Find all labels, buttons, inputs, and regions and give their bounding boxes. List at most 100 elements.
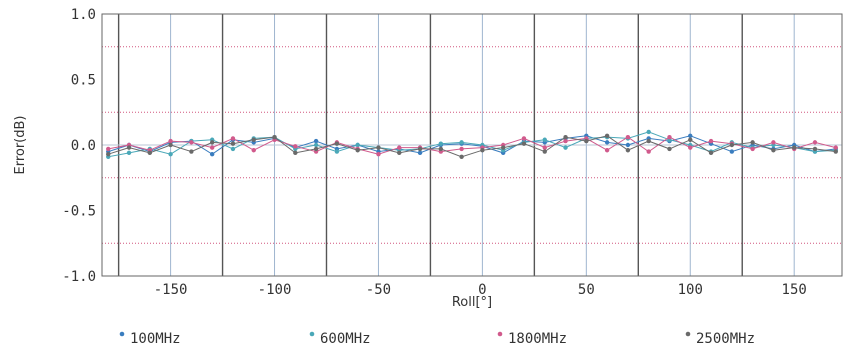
point-1800MHz-7 bbox=[251, 148, 256, 153]
series-line-100MHz bbox=[108, 135, 836, 155]
point-1800MHz-34 bbox=[812, 140, 818, 145]
point-2500MHz-31 bbox=[750, 140, 755, 145]
legend: 100MHz 600MHz 1800MHz 2500MHz bbox=[119, 331, 755, 347]
y-tick-labels: -1.0 -0.5 0.0 0.5 1.0 bbox=[62, 7, 96, 285]
series-line-600MHz bbox=[108, 131, 836, 158]
series-layer bbox=[106, 129, 838, 159]
point-600MHz-11 bbox=[334, 149, 340, 154]
legend-item-600MHz: 600MHz bbox=[309, 331, 371, 347]
point-600MHz-3 bbox=[168, 151, 173, 157]
x-tick-label: 100 bbox=[678, 282, 703, 298]
point-2500MHz-11 bbox=[334, 141, 340, 146]
point-100MHz-5 bbox=[209, 151, 215, 157]
point-2500MHz-3 bbox=[168, 142, 173, 148]
legend-label: 600MHz bbox=[320, 331, 371, 347]
point-1800MHz-27 bbox=[667, 134, 672, 140]
point-2500MHz-32 bbox=[771, 148, 776, 153]
point-1800MHz-35 bbox=[833, 145, 838, 150]
point-100MHz-25 bbox=[625, 142, 631, 148]
x-tick-label: 0 bbox=[478, 282, 486, 298]
point-600MHz-21 bbox=[542, 137, 547, 142]
point-1800MHz-24 bbox=[604, 148, 610, 153]
point-1800MHz-31 bbox=[750, 146, 755, 152]
point-600MHz-17 bbox=[459, 140, 464, 145]
point-2500MHz-8 bbox=[272, 134, 277, 140]
point-2500MHz-12 bbox=[355, 148, 360, 153]
point-1800MHz-20 bbox=[521, 136, 527, 141]
point-600MHz-1 bbox=[126, 150, 132, 156]
series-line-2500MHz bbox=[108, 135, 836, 158]
point-100MHz-15 bbox=[417, 150, 423, 156]
legend-marker bbox=[497, 331, 503, 337]
point-2500MHz-14 bbox=[397, 150, 402, 156]
legend-marker bbox=[119, 331, 125, 337]
point-100MHz-10 bbox=[313, 138, 319, 144]
legend-item-100MHz: 100MHz bbox=[119, 331, 181, 347]
point-2500MHz-29 bbox=[708, 150, 714, 156]
point-2500MHz-16 bbox=[438, 146, 444, 152]
x-tick-label: -50 bbox=[366, 282, 391, 298]
series-2500MHz bbox=[106, 133, 838, 159]
legend-item-2500MHz: 2500MHz bbox=[685, 331, 755, 347]
point-1800MHz-32 bbox=[771, 140, 776, 145]
series-line-1800MHz bbox=[108, 136, 836, 155]
point-1800MHz-9 bbox=[293, 144, 298, 149]
point-100MHz-30 bbox=[729, 149, 735, 154]
point-600MHz-26 bbox=[646, 129, 651, 135]
point-1800MHz-13 bbox=[376, 151, 381, 157]
point-2500MHz-33 bbox=[791, 145, 797, 150]
point-2500MHz-26 bbox=[646, 138, 651, 144]
point-1800MHz-5 bbox=[209, 145, 215, 150]
point-1800MHz-25 bbox=[625, 134, 631, 140]
point-600MHz-6 bbox=[230, 146, 236, 152]
point-2500MHz-5 bbox=[209, 140, 215, 145]
point-1800MHz-3 bbox=[168, 138, 173, 144]
y-tick-label: -0.5 bbox=[62, 204, 96, 220]
point-100MHz-28 bbox=[688, 133, 693, 139]
point-1800MHz-14 bbox=[397, 145, 402, 150]
point-1800MHz-26 bbox=[646, 149, 651, 154]
point-2500MHz-24 bbox=[604, 133, 610, 139]
point-2500MHz-7 bbox=[251, 137, 256, 142]
y-tick-label: 1.0 bbox=[71, 7, 96, 23]
x-tick-label: -150 bbox=[154, 282, 188, 298]
point-2500MHz-27 bbox=[667, 146, 672, 152]
x-tick-label: -100 bbox=[258, 282, 292, 298]
x-tick-label: 150 bbox=[782, 282, 807, 298]
point-600MHz-10 bbox=[313, 142, 319, 148]
point-2500MHz-17 bbox=[459, 154, 464, 159]
point-1800MHz-22 bbox=[563, 138, 568, 144]
legend-label: 2500MHz bbox=[696, 331, 755, 347]
point-2500MHz-28 bbox=[688, 137, 693, 142]
point-1800MHz-28 bbox=[688, 145, 693, 150]
legend-label: 100MHz bbox=[130, 331, 181, 347]
x-tick-label: 50 bbox=[578, 282, 595, 298]
point-2500MHz-10 bbox=[313, 146, 319, 152]
legend-marker bbox=[685, 331, 691, 337]
legend-marker bbox=[309, 331, 315, 337]
point-2500MHz-22 bbox=[563, 134, 568, 140]
point-2500MHz-35 bbox=[833, 149, 838, 154]
point-2500MHz-18 bbox=[480, 148, 485, 153]
point-2500MHz-13 bbox=[376, 145, 381, 150]
point-2500MHz-23 bbox=[584, 138, 589, 144]
point-2500MHz-30 bbox=[729, 142, 735, 148]
x-axis-label: Roll[°] bbox=[452, 295, 492, 310]
point-2500MHz-15 bbox=[417, 146, 423, 152]
y-tick-label: 0.5 bbox=[71, 73, 96, 89]
point-600MHz-16 bbox=[438, 141, 444, 146]
point-2500MHz-9 bbox=[293, 150, 298, 156]
point-1800MHz-6 bbox=[230, 136, 236, 141]
point-1800MHz-29 bbox=[708, 138, 714, 144]
point-1800MHz-4 bbox=[189, 140, 194, 145]
point-2500MHz-2 bbox=[147, 150, 153, 156]
point-2500MHz-20 bbox=[521, 141, 527, 146]
point-2500MHz-19 bbox=[500, 145, 506, 150]
point-2500MHz-21 bbox=[542, 149, 547, 154]
point-1800MHz-0 bbox=[106, 146, 111, 152]
point-600MHz-22 bbox=[563, 145, 568, 150]
point-2500MHz-0 bbox=[106, 151, 111, 157]
point-1800MHz-21 bbox=[542, 145, 547, 150]
point-2500MHz-25 bbox=[625, 148, 631, 153]
